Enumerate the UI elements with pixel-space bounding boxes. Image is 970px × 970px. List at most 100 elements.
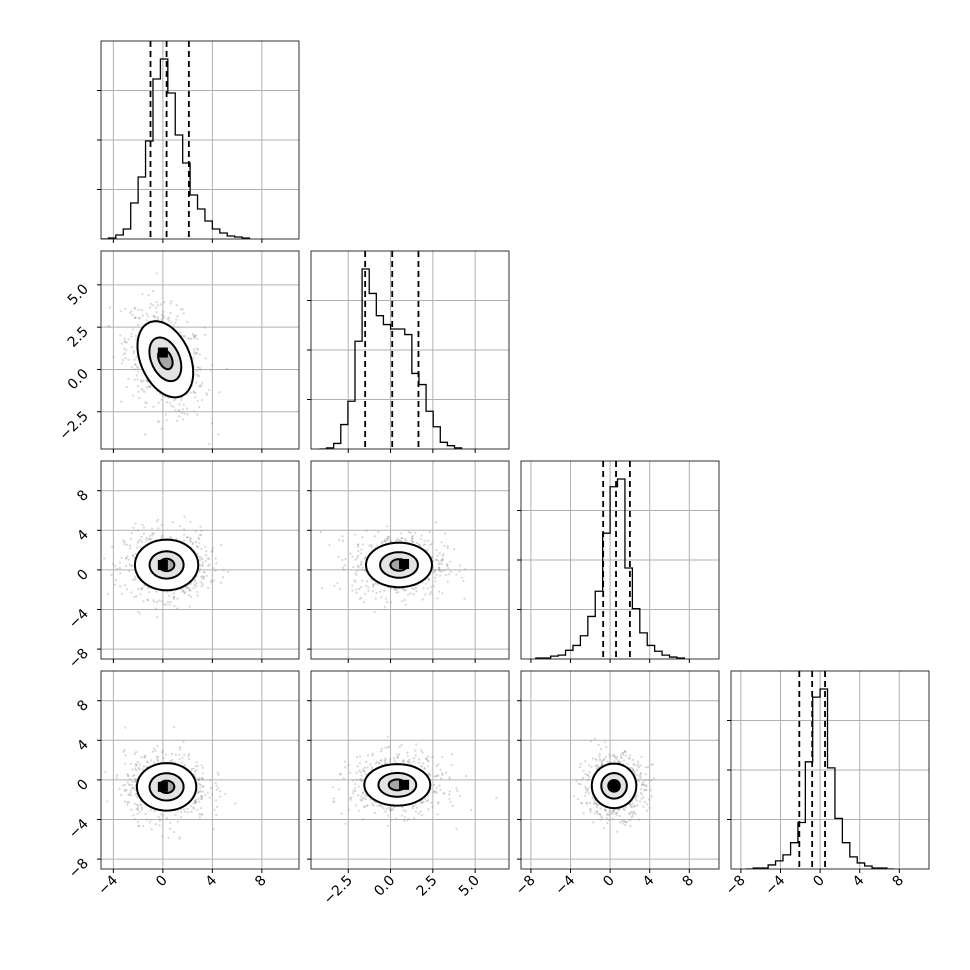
scatter-point (190, 810, 193, 814)
scatter-point (187, 753, 191, 756)
scatter-point (200, 529, 203, 532)
scatter-point (197, 797, 200, 800)
scatter-point (415, 806, 418, 809)
scatter-point (208, 389, 211, 392)
scatter-point (422, 800, 425, 803)
scatter-point (149, 818, 152, 821)
xtick-label-3-2: 0 (810, 873, 828, 891)
scatter-point (152, 314, 155, 317)
scatter-point (141, 523, 144, 527)
contour-line-2 (590, 762, 638, 810)
scatter-point (160, 523, 163, 527)
scatter-point (125, 341, 128, 344)
scatter-point (195, 381, 198, 384)
scatter-point (342, 568, 345, 571)
scatter-point (462, 580, 465, 583)
scatter-point (183, 335, 186, 338)
scatter-point (427, 579, 430, 582)
scatter-point (603, 827, 606, 830)
scatter-point (174, 409, 177, 412)
scatter-point (427, 808, 430, 811)
xtick-label-2-2: 0 (600, 873, 618, 891)
scatter-point (393, 806, 396, 809)
scatter-point (139, 612, 142, 615)
scatter-point (136, 806, 139, 810)
scatter-point (189, 589, 192, 592)
scatter-point (217, 433, 220, 436)
scatter-point (123, 584, 127, 587)
scatter-point (398, 745, 401, 749)
scatter-point (629, 825, 632, 828)
contour-line-1 (600, 772, 628, 800)
scatter-point (146, 761, 149, 764)
scatter-point (190, 767, 193, 771)
scatter-point (437, 801, 440, 804)
scatter-point (185, 586, 188, 589)
scatter-point (135, 769, 138, 772)
scatter-point (155, 520, 158, 523)
scatter-point (422, 587, 425, 590)
scatter-point (133, 786, 136, 789)
scatter-point (204, 559, 207, 562)
contour-line-0 (387, 778, 407, 792)
scatter-panel-0-3 (100, 670, 300, 870)
scatter-point (158, 420, 161, 423)
scatter-point (158, 819, 161, 823)
scatter-point (601, 763, 604, 766)
scatter-point (140, 587, 143, 590)
scatter-point (145, 765, 148, 768)
scatter-point (207, 564, 210, 568)
scatter-point (585, 802, 589, 805)
density-peak (399, 558, 410, 569)
scatter-point (354, 790, 357, 793)
scatter-point (198, 813, 201, 816)
scatter-point (631, 806, 634, 809)
scatter-point (376, 544, 379, 547)
scatter-point (362, 778, 365, 781)
scatter-point (174, 753, 177, 756)
scatter-point (403, 598, 406, 602)
scatter-point (632, 769, 635, 772)
scatter-point (201, 398, 204, 401)
scatter-point (441, 558, 444, 561)
scatter-point (189, 595, 193, 599)
scatter-point (587, 773, 590, 777)
scatter-point (448, 797, 451, 800)
scatter-point (365, 795, 368, 798)
scatter-point (442, 553, 445, 556)
scatter-point (319, 531, 322, 534)
scatter-point (397, 591, 400, 594)
scatter-point (639, 777, 642, 780)
scatter-point (157, 527, 160, 530)
scatter-point (438, 568, 441, 572)
scatter-point (641, 783, 644, 787)
scatter-point (356, 569, 359, 573)
scatter-point (206, 791, 209, 794)
scatter-point (196, 764, 199, 768)
scatter-point (650, 795, 653, 798)
scatter-point (136, 812, 139, 816)
scatter-point (618, 761, 621, 764)
scatter-point (195, 352, 199, 355)
scatter-point (396, 753, 399, 756)
scatter-point (182, 408, 185, 411)
scatter-point (172, 830, 175, 834)
scatter-point (196, 369, 199, 372)
scatter-point (388, 745, 391, 748)
scatter-point (146, 315, 149, 318)
scatter-point (165, 603, 168, 606)
scatter-point (110, 573, 113, 577)
scatter-point (179, 748, 182, 751)
scatter-point (181, 308, 184, 311)
scatter-point (412, 760, 415, 763)
scatter-point (127, 774, 130, 777)
scatter-point (439, 574, 442, 577)
scatter-point (187, 586, 190, 589)
scatter-point (126, 555, 129, 558)
scatter-point (161, 835, 164, 838)
scatter-point (201, 563, 204, 566)
scatter-point (354, 533, 357, 536)
scatter-point (578, 766, 582, 769)
scatter-point (448, 573, 451, 576)
scatter-point (371, 752, 374, 755)
